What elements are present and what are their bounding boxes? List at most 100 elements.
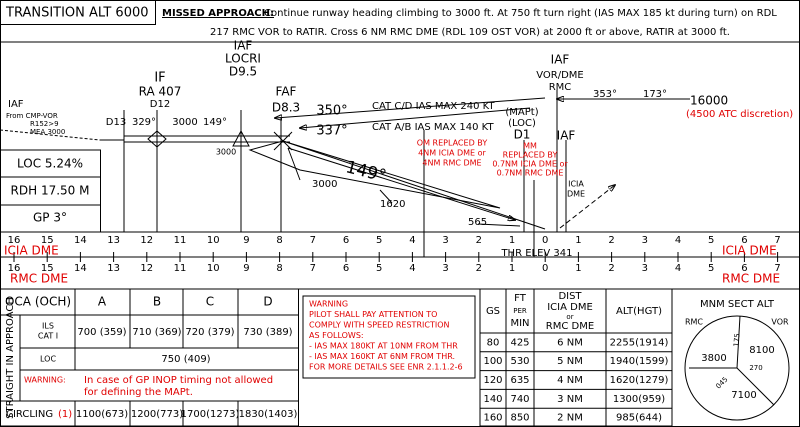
table-cell: 160: [483, 413, 502, 424]
dme-tick-label: 2: [608, 263, 614, 274]
dme-tick-label: 11: [174, 263, 187, 274]
alt-east: 8100: [749, 345, 774, 356]
missed-approach-label: MISSED APPROACH:: [162, 8, 274, 19]
loc: (LOC): [508, 118, 536, 129]
track-353: 353°: [593, 89, 617, 100]
dme-tick-label: 1: [575, 235, 581, 246]
dme-tick-label: 6: [343, 235, 349, 246]
dist-or: or: [566, 313, 573, 321]
table-cell: 3 NM: [557, 394, 583, 405]
gp: GP 3°: [33, 211, 67, 225]
dme-tick-label: 1: [509, 263, 515, 274]
vor: VOR: [771, 318, 789, 327]
gs: GS: [486, 306, 500, 317]
missed-cd: [275, 97, 546, 118]
table-cell: 1940(1599): [610, 356, 669, 367]
dme-scales: 16 15 14 13 12 11 10 9 8 7 6 5 4 3 2 1 0 1 2 3 4 5 6 716 15 14 13 1…: [8, 235, 781, 274]
circling-values: 1700(1273): [181, 409, 240, 420]
circling: CIRCLING: [6, 409, 53, 420]
icia-label: ICIA DME: [722, 244, 777, 258]
circling-values: 1100(673): [76, 409, 128, 420]
dme-tick-label: 3: [442, 263, 448, 274]
cat-cd: CAT C/D IAS MAX 240 KT: [372, 101, 495, 112]
warning-lines: In case of GP INOP timing not allowed: [84, 375, 273, 386]
alt-west: 3800: [701, 353, 726, 364]
dme-tick-label: 6: [343, 263, 349, 274]
om-lines: 4NM ICIA DME or: [418, 149, 486, 158]
dme-tick-label: 2: [476, 263, 482, 274]
alt-3000-top: 3000: [172, 117, 197, 128]
mm-lines: 0.7NM ICIA DME or: [492, 160, 568, 169]
dme-tick-label: 3: [642, 235, 648, 246]
dme-tick-label: 6: [741, 263, 747, 274]
om-lines: 4NM RMC DME: [422, 159, 481, 168]
track-149: 149°: [203, 117, 227, 128]
warning-line: COMPLY WITH SPEED RESTRICTION: [309, 321, 449, 330]
dme-tick-label: 0: [542, 263, 548, 274]
cat-ab: CAT A/B IAS MAX 140 KT: [372, 122, 494, 133]
warning-line: - IAS MAX 180KT AT 10NM FROM THR: [309, 342, 458, 351]
line-shape: [736, 367, 775, 406]
ils-values: 720 (379): [185, 327, 234, 338]
if: IF: [154, 71, 165, 86]
locri-iaf: IAF: [234, 39, 253, 53]
atc-discretion: (4500 ATC discretion): [686, 109, 793, 120]
table-cell: 425: [510, 337, 529, 348]
vor-iaf: IAF: [551, 53, 570, 67]
title: MNM SECT ALT: [700, 299, 775, 310]
missed-ab: [300, 107, 531, 128]
line-shape: [736, 315, 741, 369]
dme-tick-label: 10: [207, 235, 220, 246]
table-cell: 6 NM: [557, 337, 583, 348]
categories: D: [263, 295, 272, 309]
warning-line: WARNING: [309, 300, 348, 309]
categories: A: [98, 295, 107, 309]
table-cell: 4 NM: [557, 375, 583, 386]
per: PER: [513, 307, 527, 315]
rmc-label: RMC DME: [722, 272, 780, 286]
dme-tick-label: 1: [509, 235, 515, 246]
dme-tick-label: 9: [243, 263, 249, 274]
alt-3000-bottom: 3000: [216, 148, 236, 157]
mm-lines: 0.7NM RMC DME: [497, 169, 564, 178]
glide-track: 149°: [344, 157, 389, 186]
track-329: 329°: [132, 117, 156, 128]
thr-elev: THR ELEV 341: [500, 248, 572, 259]
rmc-label: RMC DME: [10, 272, 68, 286]
table-cell: 530: [510, 356, 529, 367]
faf-dist: D8.3: [272, 101, 300, 115]
table-cell: 1620(1279): [610, 375, 669, 386]
transition-alt: TRANSITION ALT 6000: [5, 6, 149, 21]
ils-values: 700 (359): [77, 327, 126, 338]
dme-tick-label: 5: [708, 235, 714, 246]
dme-tick-label: 4: [675, 235, 681, 246]
warning-label: WARNING:: [24, 376, 66, 385]
locri: LOCRI: [225, 52, 261, 66]
radial: R152>9: [30, 120, 59, 128]
alt-565: 565: [468, 217, 487, 228]
loc-value: 750 (409): [161, 354, 210, 365]
ils-values: 730 (389): [243, 327, 292, 338]
vor-dme: VOR/DME: [536, 70, 584, 81]
mea: MEA 3000: [30, 128, 65, 136]
table-cell: 2255(1914): [610, 337, 669, 348]
circle-shape: [684, 315, 790, 421]
if-name: RA 407: [139, 85, 182, 99]
warning-lines: for defining the MAPt.: [84, 387, 193, 398]
icia: ICIA: [568, 180, 584, 189]
dme-tick-label: 7: [774, 235, 780, 246]
dme-tick-label: 16: [8, 235, 21, 246]
alt-1620: 1620: [380, 199, 405, 210]
gp-box: [0, 204, 101, 233]
dme-tick-label: 0: [542, 235, 548, 246]
dme-tick-label: 7: [310, 263, 316, 274]
dme-tick-label: 2: [608, 235, 614, 246]
dme-tick-label: 9: [243, 235, 249, 246]
dme-tick-label: 4: [675, 263, 681, 274]
mapt: (MAPt): [505, 107, 538, 118]
protection-area: [248, 140, 501, 209]
